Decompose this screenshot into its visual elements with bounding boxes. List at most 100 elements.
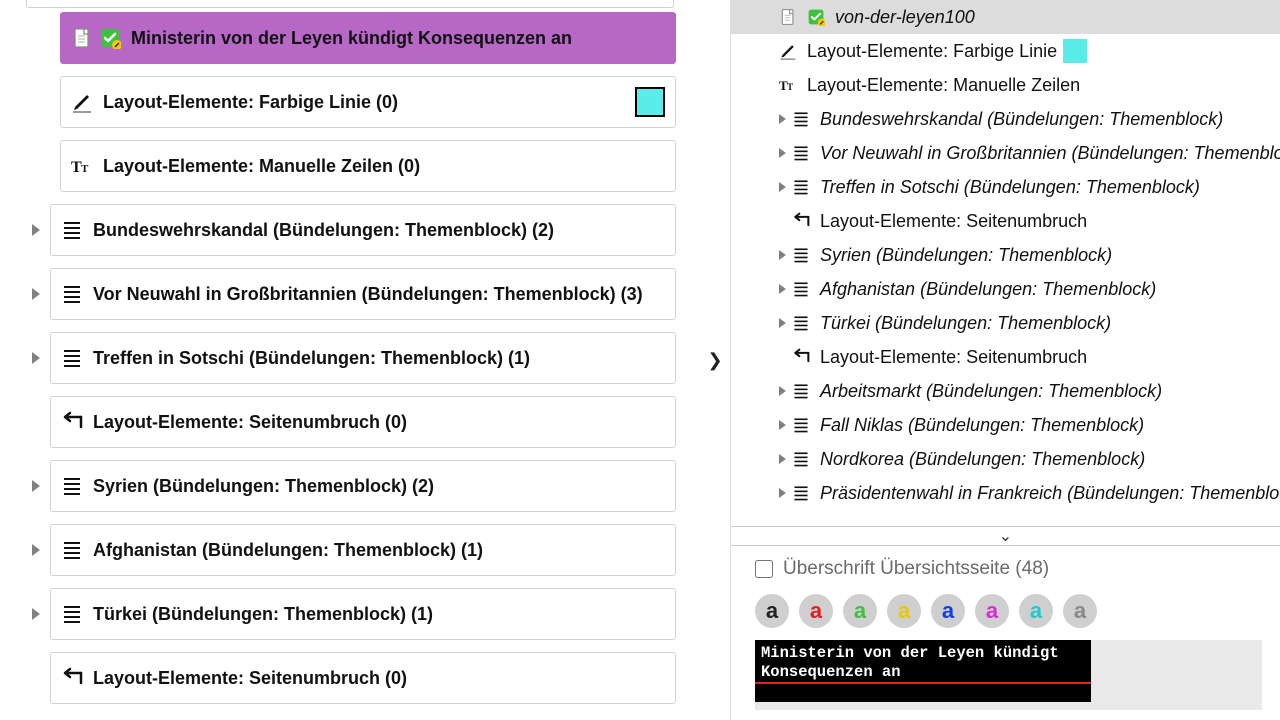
pencil-icon [779,42,797,60]
expander-icon[interactable] [32,288,40,300]
palette-color[interactable]: a [975,594,1009,628]
tree-expander-icon[interactable] [779,284,786,294]
expander-icon[interactable] [32,224,40,236]
tree-row[interactable]: Treffen in Sotschi (Bündelungen: Themenb… [731,170,1280,204]
tree-row[interactable]: Vor Neuwahl in Großbritannien (Bündelung… [731,136,1280,170]
headline-checkbox-row[interactable]: Überschrift Übersichtsseite (48) [755,558,1262,580]
chevron-right-icon: ❯ [707,350,722,371]
color-palette: aaaaaaaa [755,594,1262,628]
item-label: Türkei (Bündelungen: Themenblock) (1) [93,604,665,625]
item-label: Layout-Elemente: Seitenumbruch (0) [93,412,665,433]
tree-expander-icon[interactable] [779,386,786,396]
tree-expander-icon[interactable] [779,250,786,260]
tree-label: Layout-Elemente: Seitenumbruch [820,211,1087,232]
tree-expander-icon[interactable] [779,148,786,158]
tree-label: Layout-Elemente: Farbige Linie [807,41,1057,62]
item-label: Bundeswehrskandal (Bündelungen: Themenbl… [93,220,665,241]
left-panel: Ministerin von der Leyen kündigt Konsequ… [0,0,700,720]
lines-icon [792,450,810,468]
tree-row[interactable]: Layout-Elemente: Seitenumbruch [731,204,1280,238]
list-item[interactable]: Layout-Elemente: Seitenumbruch (0) [50,396,676,448]
tree-row[interactable]: Afghanistan (Bündelungen: Themenblock) [731,272,1280,306]
tree-row[interactable]: Nordkorea (Bündelungen: Themenblock) [731,442,1280,476]
tree-label: von-der-leyen100 [835,7,975,28]
palette-color[interactable]: a [1063,594,1097,628]
tree-label: Fall Niklas (Bündelungen: Themenblock) [820,415,1144,436]
list-item[interactable]: Syrien (Bündelungen: Themenblock) (2) [50,460,676,512]
tree-expander-icon[interactable] [779,318,786,328]
list-item[interactable]: Ministerin von der Leyen kündigt Konsequ… [60,12,676,64]
tree-view[interactable]: von-der-leyen100 Layout-Elemente: Farbige… [731,0,1280,510]
palette-color[interactable]: a [755,594,789,628]
preview-text: Ministerin von der Leyen kündigt Konsequ… [761,644,1059,681]
list-item[interactable]: Layout-Elemente: Seitenumbruch (0) [50,652,676,704]
tree-row[interactable]: Layout-Elemente: Seitenumbruch [731,340,1280,374]
text-icon [71,155,93,177]
lines-icon [61,539,83,561]
palette-color[interactable]: a [799,594,833,628]
pagebreak-icon [61,411,83,433]
lines-icon [792,484,810,502]
expand-more-bar[interactable]: ⌄ [731,526,1280,546]
list-item[interactable]: Layout-Elemente: Manuelle Zeilen (0) [60,140,676,192]
tree-label: Präsidentenwahl in Frankreich (Bündelung… [820,483,1280,504]
lines-icon [792,178,810,196]
tree-row[interactable]: Syrien (Bündelungen: Themenblock) [731,238,1280,272]
lines-icon [792,246,810,264]
document-icon [779,8,797,26]
tree-expander-icon[interactable] [779,114,786,124]
tree-label: Layout-Elemente: Manuelle Zeilen [807,75,1080,96]
item-label: Vor Neuwahl in Großbritannien (Bündelung… [93,284,665,305]
list-item[interactable]: Bundeswehrskandal (Bündelungen: Themenbl… [50,204,676,256]
preview-cursor-line [755,682,1091,684]
list-item[interactable]: Vor Neuwahl in Großbritannien (Bündelung… [50,268,676,320]
right-panel: von-der-leyen100 Layout-Elemente: Farbige… [730,0,1280,720]
pagebreak-icon [61,667,83,689]
tree-row[interactable]: Layout-Elemente: Manuelle Zeilen [731,68,1280,102]
list-item[interactable]: Layout-Elemente: Farbige Linie (0) [60,76,676,128]
tree-expander-icon[interactable] [779,420,786,430]
expander-icon[interactable] [32,352,40,364]
item-label: Layout-Elemente: Manuelle Zeilen (0) [103,156,665,177]
tree-row[interactable]: Präsidentenwahl in Frankreich (Bündelung… [731,476,1280,510]
lines-icon [792,416,810,434]
item-label: Layout-Elemente: Farbige Linie (0) [103,92,635,113]
panel-separator[interactable]: ❯ [700,0,730,720]
tree-label: Syrien (Bündelungen: Themenblock) [820,245,1112,266]
tree-expander-icon[interactable] [779,488,786,498]
tree-row[interactable]: Bundeswehrskandal (Bündelungen: Themenbl… [731,102,1280,136]
lines-icon [61,347,83,369]
document-icon [71,27,93,49]
tree-label: Afghanistan (Bündelungen: Themenblock) [820,279,1156,300]
palette-color[interactable]: a [1019,594,1053,628]
tree-row[interactable]: von-der-leyen100 [731,0,1280,34]
tree-expander-icon[interactable] [779,182,786,192]
tree-expander-icon[interactable] [779,454,786,464]
lines-icon [792,110,810,128]
expander-icon[interactable] [32,608,40,620]
color-swatch[interactable] [635,87,665,117]
list-item[interactable]: Türkei (Bündelungen: Themenblock) (1) [50,588,676,640]
headline-checkbox[interactable] [755,560,773,578]
lines-icon [792,280,810,298]
expander-icon[interactable] [32,480,40,492]
item-label: Ministerin von der Leyen kündigt Konsequ… [131,28,665,49]
tree-row[interactable]: Arbeitsmarkt (Bündelungen: Themenblock) [731,374,1280,408]
tree-label: Bundeswehrskandal (Bündelungen: Themenbl… [820,109,1223,130]
palette-color[interactable]: a [931,594,965,628]
tree-row[interactable]: Türkei (Bündelungen: Themenblock) [731,306,1280,340]
tree-row[interactable]: Layout-Elemente: Farbige Linie [731,34,1280,68]
tree-label: Arbeitsmarkt (Bündelungen: Themenblock) [820,381,1162,402]
lines-icon [792,144,810,162]
tree-row[interactable]: Fall Niklas (Bündelungen: Themenblock) [731,408,1280,442]
tree-label: Treffen in Sotschi (Bündelungen: Themenb… [820,177,1200,198]
lines-icon [61,219,83,241]
tree-label: Vor Neuwahl in Großbritannien (Bündelung… [820,143,1280,164]
palette-color[interactable]: a [887,594,921,628]
list-item[interactable]: Afghanistan (Bündelungen: Themenblock) (… [50,524,676,576]
palette-color[interactable]: a [843,594,877,628]
list-item[interactable]: Treffen in Sotschi (Bündelungen: Themenb… [50,332,676,384]
tree-label: Layout-Elemente: Seitenumbruch [820,347,1087,368]
expander-icon[interactable] [32,544,40,556]
item-label: Syrien (Bündelungen: Themenblock) (2) [93,476,665,497]
